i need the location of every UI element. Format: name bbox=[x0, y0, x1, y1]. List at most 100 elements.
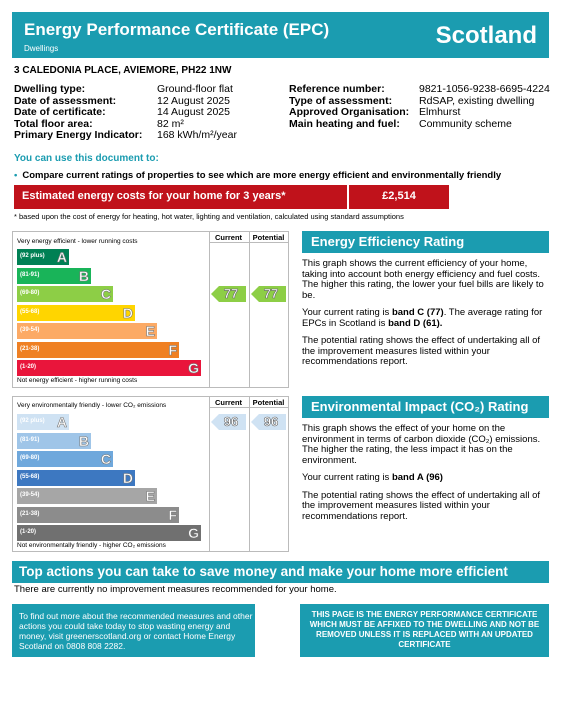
efficiency-panel-title: Energy Efficiency Rating bbox=[302, 231, 549, 253]
current-rating-arrow: 96 bbox=[211, 414, 246, 430]
band-range: (69-80) bbox=[20, 290, 40, 296]
band-letter: D bbox=[122, 304, 134, 321]
band-range: (92 plus) bbox=[20, 253, 45, 259]
column-divider bbox=[249, 397, 250, 551]
more-info-box: To find out more about the recommended m… bbox=[12, 604, 255, 657]
energy-cost-value: £2,514 bbox=[382, 190, 416, 202]
floor-area-value: 82 m² bbox=[157, 117, 184, 130]
property-address: 3 CALEDONIA PLACE, AVIEMORE, PH22 1NW bbox=[14, 65, 232, 76]
band-range: (81-91) bbox=[20, 271, 40, 278]
band-letter: A bbox=[56, 249, 68, 266]
environment-rating-paragraph: Your current rating is band A (96) bbox=[302, 472, 443, 483]
chart-top-caption: Very energy efficient - lower running co… bbox=[17, 238, 138, 245]
rating-band-e: (39-54) E bbox=[17, 488, 157, 504]
rating-band-d: (55-68) D bbox=[17, 469, 135, 486]
bullet-marker: • bbox=[14, 170, 18, 181]
band-range: (39-54) bbox=[20, 492, 40, 498]
rating-band-c: (69-80) C bbox=[17, 451, 113, 467]
organisation-value: Elmhurst bbox=[419, 106, 461, 118]
certificate-title: Energy Performance Certificate (EPC) bbox=[24, 20, 330, 39]
band-letter: E bbox=[145, 488, 155, 505]
band-letter: G bbox=[188, 525, 199, 542]
certificate-subtitle: Dwellings bbox=[24, 44, 59, 53]
environment-paragraph: This graph shows the effect of your home… bbox=[302, 423, 541, 466]
energy-cost-bar: Estimated energy costs for your home for… bbox=[14, 185, 449, 209]
efficiency-panel-text: This graph shows the current efficiency … bbox=[302, 258, 549, 375]
top-actions-text: There are currently no improvement measu… bbox=[14, 584, 337, 595]
details-right-values: 9821-1056-9238-6695-4224 RdSAP, existing… bbox=[419, 83, 550, 130]
efficiency-rating-paragraph: Your current rating is band C (77). The … bbox=[302, 307, 543, 329]
column-divider bbox=[249, 232, 250, 387]
rating-band-b: (81-91) B bbox=[17, 432, 91, 449]
potential-column-header: Potential bbox=[252, 233, 285, 242]
band-letter: A bbox=[56, 414, 68, 431]
current-column-header: Current bbox=[214, 233, 243, 242]
column-divider bbox=[209, 232, 210, 387]
heating-fuel-value: Community scheme bbox=[419, 117, 512, 130]
details-right: Reference number: Type of assessment: Ap… bbox=[289, 83, 410, 130]
details-row: Total floor area: bbox=[14, 117, 93, 130]
certificate-notice-box: THIS PAGE IS THE ENERGY PERFORMANCE CERT… bbox=[300, 604, 549, 657]
band-range: (55-68) bbox=[20, 473, 40, 480]
potential-rating-arrow: 77 bbox=[251, 286, 286, 302]
details-row: Date of assessment: bbox=[14, 94, 117, 107]
band-range: (69-80) bbox=[20, 455, 40, 461]
rating-band-f: (21-38) F bbox=[17, 506, 179, 523]
chart-top-caption: Very environmentally friendly - lower CO… bbox=[17, 402, 167, 409]
details-row: Type of assessment: bbox=[289, 94, 393, 107]
details-left: Dwelling type: Date of assessment: Date … bbox=[14, 83, 143, 142]
header-divider bbox=[209, 242, 288, 243]
band-letter: C bbox=[100, 451, 112, 468]
efficiency-paragraph: This graph shows the current efficiency … bbox=[302, 258, 544, 301]
rating-band-c: (69-80) C bbox=[17, 286, 113, 302]
details-row: Main heating and fuel: bbox=[289, 117, 400, 130]
details-row: Dwelling type: bbox=[14, 83, 86, 95]
chart-bottom-caption: Not energy efficient - higher running co… bbox=[17, 377, 138, 384]
rating-band-d: (55-68) D bbox=[17, 304, 135, 321]
rating-band-g: (1-20) G bbox=[17, 360, 201, 376]
country-label: Scotland bbox=[435, 22, 537, 49]
details-row: Date of certificate: bbox=[14, 106, 106, 118]
reference-number-value: 9821-1056-9238-6695-4224 bbox=[419, 83, 550, 95]
cost-divider bbox=[347, 185, 349, 209]
band-range: (92 plus) bbox=[20, 418, 45, 424]
usage-heading: You can use this document to: bbox=[14, 153, 159, 164]
primary-energy-value: 168 kWh/m²/year bbox=[157, 129, 237, 141]
band-range: (81-91) bbox=[20, 436, 40, 443]
environment-panel-title: Environmental Impact (CO₂) Rating bbox=[302, 396, 549, 418]
potential-rating-arrow: 96 bbox=[251, 414, 286, 430]
rating-band-f: (21-38) F bbox=[17, 341, 179, 358]
details-row: Reference number: bbox=[289, 83, 385, 95]
details-row: Primary Energy Indicator: bbox=[14, 129, 143, 141]
band-letter: F bbox=[168, 506, 177, 523]
assessment-type-value: RdSAP, existing dwelling bbox=[419, 94, 535, 107]
current-column-header: Current bbox=[214, 398, 243, 407]
environment-panel-text: This graph shows the effect of your home… bbox=[302, 423, 549, 529]
certificate-date-value: 14 August 2025 bbox=[157, 106, 230, 118]
usage-bullet-text: Compare current ratings of properties to… bbox=[22, 170, 502, 181]
efficiency-potential-paragraph: The potential rating shows the effect of… bbox=[302, 335, 541, 367]
column-divider bbox=[209, 397, 210, 551]
band-letter: D bbox=[122, 469, 134, 486]
band-letter: F bbox=[168, 341, 177, 358]
details-row: Approved Organisation: bbox=[289, 106, 410, 118]
band-range: (21-38) bbox=[20, 510, 40, 517]
chart-bottom-caption: Not environmentally friendly - higher CO… bbox=[17, 542, 166, 549]
rating-band-e: (39-54) E bbox=[17, 323, 157, 339]
rating-band-b: (81-91) B bbox=[17, 267, 91, 284]
band-range: (39-54) bbox=[20, 327, 40, 333]
assessment-date-value: 12 August 2025 bbox=[157, 94, 230, 107]
rating-band-a: (92 plus) A bbox=[17, 249, 69, 265]
band-range: (21-38) bbox=[20, 345, 40, 352]
band-range: (1-20) bbox=[20, 529, 37, 535]
usage-bullet: • Compare current ratings of properties t… bbox=[14, 170, 501, 181]
band-letter: B bbox=[78, 432, 90, 449]
band-letter: B bbox=[78, 267, 90, 284]
environmental-impact-chart: Current Potential Very environmentally f… bbox=[12, 396, 289, 552]
cost-footnote: * based upon the cost of energy for heat… bbox=[14, 212, 404, 221]
header-banner: Energy Performance Certificate (EPC) Dwe… bbox=[12, 12, 549, 58]
dwelling-type-value: Ground-floor flat bbox=[157, 83, 233, 95]
energy-efficiency-chart: Current Potential Very energy efficient … bbox=[12, 231, 289, 388]
band-letter: C bbox=[100, 286, 112, 303]
band-range: (1-20) bbox=[20, 364, 37, 370]
